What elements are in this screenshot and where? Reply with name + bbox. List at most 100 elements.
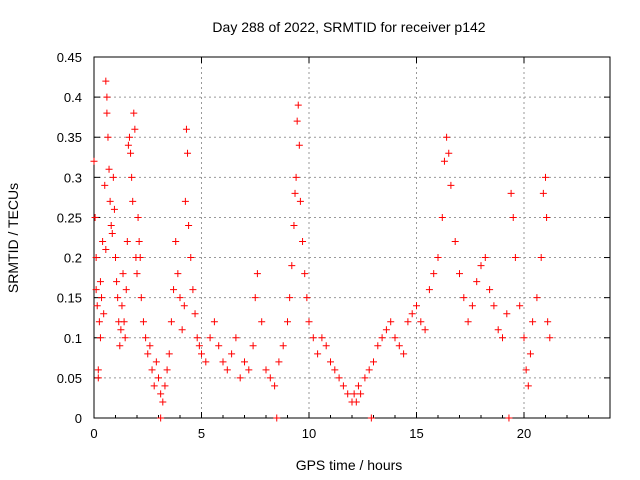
data-point [357,390,365,398]
data-point [309,334,317,342]
data-point [135,238,143,246]
y-tick-label: 0.1 [64,331,82,346]
y-tick-label: 0.45 [57,50,82,65]
chart-title: Day 288 of 2022, SRMTID for receiver p14… [212,19,485,35]
data-point [170,286,178,294]
data-point [116,342,124,350]
data-point [299,238,307,246]
data-point [139,318,147,326]
data-point [404,318,412,326]
data-point [185,221,193,229]
data-point [172,238,180,246]
data-point [391,334,399,342]
data-point [314,350,322,358]
data-point [113,278,121,286]
data-point [273,414,281,422]
data-point [91,213,99,221]
data-point [104,133,112,141]
data-point [219,358,227,366]
data-point [176,294,184,302]
data-point [537,254,545,262]
data-point [202,358,210,366]
data-point [544,318,552,326]
data-point [253,270,261,278]
x-axis-label: GPS time / hours [296,457,403,473]
data-point [511,254,519,262]
data-point [94,374,102,382]
axis-ticks: 0 5 10 15 20 0 0.05 0.1 0.15 0.2 0.25 0.3 0.35 0.4 0.4… [57,50,610,441]
data-point [284,318,291,326]
data-point [456,270,463,278]
data-point [99,238,107,246]
data-point [473,278,481,286]
data-point [520,334,528,342]
y-tick-label: 0.4 [64,90,82,105]
data-point [387,318,395,326]
data-point [258,318,266,326]
data-point [93,302,101,310]
data-point [533,294,541,302]
data-point [182,125,190,133]
data-point [490,302,498,310]
data-point [92,286,100,294]
data-point [215,342,223,350]
data-point [121,334,129,342]
data-point [157,414,165,422]
data-point [174,270,182,278]
data-point [109,173,117,181]
data-point [542,173,549,181]
data-point [95,318,103,326]
data-point [228,350,236,358]
data-point [103,93,111,101]
y-tick-label: 0.05 [57,371,82,386]
data-point [417,318,425,326]
data-point [443,133,451,141]
y-tick-label: 0 [75,411,82,426]
data-point [271,382,279,390]
data-point [167,318,175,326]
x-tick-label: 5 [198,426,205,441]
data-point [322,342,330,350]
data-point [382,326,390,334]
data-point [136,254,144,262]
data-point [331,366,339,374]
data-point [365,366,373,374]
data-point [516,302,524,310]
data-point [184,149,192,157]
data-point [505,414,513,422]
data-point [318,334,326,342]
data-point [124,141,132,149]
data-point [301,270,309,278]
data-point [290,221,298,229]
data-point [464,318,472,326]
data-point [294,101,302,109]
data-point [107,221,115,229]
data-point [350,390,358,398]
plot-frame [93,56,611,419]
data-point [191,310,199,318]
data-point [129,197,137,205]
data-point [440,157,448,165]
y-tick-label: 0.25 [57,210,82,225]
data-point [335,374,343,382]
data-point [125,133,133,141]
data-point [262,366,270,374]
data-point [102,246,110,254]
data-point [509,213,517,221]
data-point [198,350,205,358]
data-point [291,189,299,197]
data-point [327,358,334,366]
y-axis-label: SRMTID / TECUs [5,183,21,293]
data-point [180,302,188,310]
data-point [292,173,300,181]
data-point [163,366,171,374]
data-point [374,342,382,350]
data-point [148,366,156,374]
data-point [408,310,416,318]
data-point [293,117,301,125]
data-point [400,350,408,358]
data-point [370,358,377,366]
data-point [193,334,201,342]
data-point [146,342,154,350]
